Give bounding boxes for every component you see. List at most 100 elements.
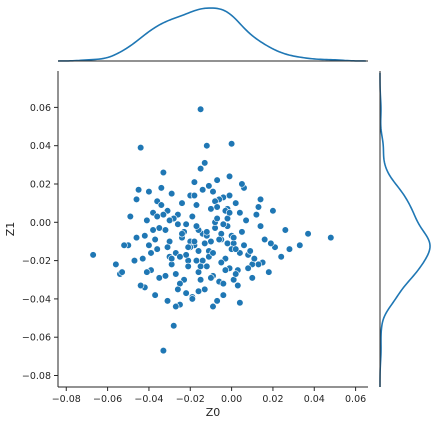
data-point: [234, 281, 242, 290]
data-point: [159, 211, 167, 219]
top-marginal-kde: [57, 7, 366, 62]
data-point: [174, 285, 182, 293]
data-point: [225, 191, 234, 200]
data-point: [232, 245, 240, 253]
data-point: [137, 281, 145, 290]
data-point: [221, 266, 229, 274]
data-point: [269, 207, 277, 215]
right-marginal-kde: [379, 72, 431, 387]
data-point: [182, 289, 190, 297]
y-tick-label: 0.02: [30, 179, 51, 190]
data-point: [223, 239, 232, 247]
data-point: [205, 182, 213, 190]
y-tick-label: −0.04: [22, 294, 51, 305]
y-tick-label: 0.06: [30, 103, 51, 114]
data-point: [147, 249, 155, 257]
axes: −0.08 −0.06 −0.04 −0.02 0.00 0.02 0.04 0.06 −0.0…: [22, 60, 381, 405]
data-point: [132, 234, 141, 242]
data-point: [155, 224, 163, 232]
data-point: [143, 268, 151, 276]
y-tick-label: 0.04: [30, 141, 51, 152]
data-point: [252, 211, 260, 219]
data-point: [163, 297, 172, 305]
data-point: [170, 322, 178, 330]
data-point: [207, 237, 215, 246]
data-point: [172, 302, 180, 311]
x-tick-label: −0.06: [93, 394, 122, 405]
data-point: [296, 241, 304, 249]
data-point: [203, 228, 211, 236]
data-point: [188, 295, 196, 303]
data-point: [153, 245, 161, 253]
data-point: [141, 232, 149, 240]
data-point: [188, 212, 196, 221]
data-point: [201, 285, 209, 293]
data-point: [207, 205, 215, 213]
data-point: [143, 216, 151, 224]
data-point: [159, 168, 167, 177]
x-tick-label: 0.00: [221, 394, 242, 405]
data-point: [153, 212, 161, 221]
data-point: [190, 237, 198, 246]
y-tick-label: −0.06: [22, 333, 51, 344]
y-axis-label: Z1: [4, 222, 17, 237]
data-point: [168, 189, 176, 198]
y-tick-label: 0.00: [30, 218, 51, 229]
data-point: [199, 186, 207, 194]
data-point: [159, 347, 167, 355]
data-point: [176, 253, 184, 261]
data-point: [126, 212, 134, 221]
data-point: [232, 270, 240, 278]
data-point: [228, 140, 236, 148]
data-point: [256, 195, 265, 203]
data-point: [219, 220, 227, 228]
data-point: [327, 234, 335, 242]
x-tick-label: 0.06: [345, 394, 366, 405]
data-point: [254, 260, 263, 269]
data-point: [155, 274, 163, 282]
data-point: [168, 255, 176, 263]
data-point: [184, 243, 192, 251]
data-point: [120, 241, 128, 249]
data-point: [281, 226, 289, 234]
data-point: [174, 220, 182, 228]
data-point: [267, 239, 275, 247]
data-point: [213, 214, 221, 223]
data-point: [203, 142, 211, 150]
data-point: [112, 260, 120, 269]
data-point: [236, 299, 244, 307]
data-point: [157, 201, 165, 209]
data-point: [213, 203, 221, 211]
data-point: [277, 253, 285, 261]
data-point: [240, 241, 248, 249]
data-point: [232, 199, 240, 207]
data-point: [166, 216, 174, 224]
data-point: [145, 188, 153, 196]
data-point: [172, 270, 180, 278]
data-point: [209, 302, 217, 311]
data-point: [248, 274, 256, 282]
data-point: [197, 262, 205, 270]
x-tick-label: −0.08: [52, 394, 81, 405]
data-point: [207, 274, 215, 282]
data-point: [261, 235, 269, 244]
data-point: [217, 258, 225, 267]
x-tick-label: 0.04: [304, 394, 325, 405]
data-point: [163, 243, 172, 251]
data-point: [246, 247, 254, 255]
data-point: [304, 230, 312, 238]
data-point: [219, 291, 227, 299]
data-point: [225, 209, 234, 217]
x-kde-curve: [57, 7, 366, 62]
data-point: [145, 241, 153, 249]
data-point: [256, 222, 265, 230]
data-point: [184, 262, 192, 270]
x-tick-label: −0.02: [176, 394, 205, 405]
x-tick-label: 0.02: [262, 394, 283, 405]
data-point: [135, 186, 143, 194]
data-point: [236, 209, 244, 217]
data-point: [265, 268, 273, 276]
data-point: [209, 188, 217, 196]
data-point: [161, 272, 170, 280]
